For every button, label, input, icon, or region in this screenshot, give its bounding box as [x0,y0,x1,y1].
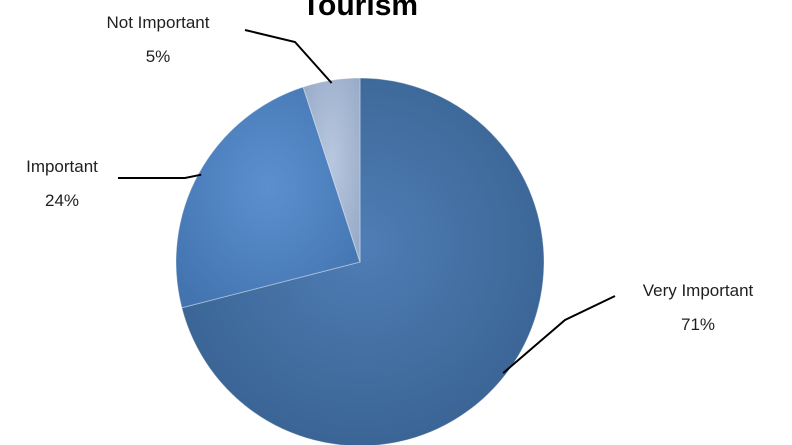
pie-slice-important [175,86,361,309]
slice-label-very-important: Very Important [643,281,754,300]
leader-line-important [118,173,202,179]
slice-value-important: 24% [45,191,79,210]
pie-slice-not-important [302,77,361,263]
leader-line-very-important [502,295,616,374]
slice-value-very-important: 71% [681,315,715,334]
slice-label-not-important: Not Important [107,13,210,32]
leader-line-not-important [244,29,333,84]
pie-slices [175,77,545,445]
pie-slice-very-important [181,77,545,445]
slice-value-not-important: 5% [146,47,171,66]
chart-title: Tourism [302,0,418,22]
slice-label-important: Important [26,157,98,176]
leader-lines [118,29,616,374]
